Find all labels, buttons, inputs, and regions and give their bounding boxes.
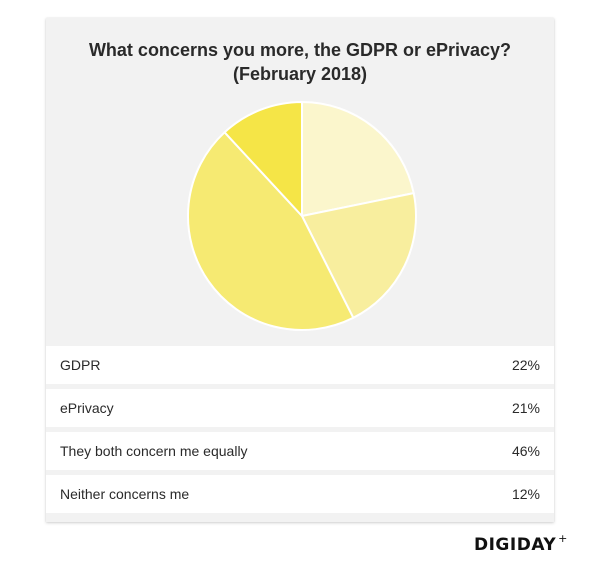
legend-label: Neither concerns me: [60, 486, 190, 502]
pie-slice-3: [223, 100, 303, 219]
legend-row-both: They both concern me equally 46%: [46, 432, 554, 470]
legend-label: ePrivacy: [60, 400, 114, 416]
chart-subtitle: (February 2018): [232, 64, 368, 84]
logo-plus-icon: +: [558, 532, 568, 545]
chart-card: What concerns you more, the GDPR or ePri…: [46, 18, 554, 522]
legend-value: 22%: [511, 357, 540, 373]
logo-text: DIGIDAY: [474, 535, 557, 555]
legend-row-gdpr: GDPR 22%: [46, 346, 554, 384]
pie-slice-0: [301, 100, 415, 218]
legend-row-neither: Neither concerns me 12%: [46, 475, 554, 513]
legend-row-eprivacy: ePrivacy 21%: [46, 389, 554, 427]
legend-table: GDPR 22% ePrivacy 21% They both concern …: [46, 346, 554, 518]
pie-chart: [187, 100, 417, 332]
legend-value: 21%: [511, 400, 540, 416]
legend-value: 46%: [511, 443, 540, 459]
pie-slice-1: [300, 191, 417, 320]
chart-title-main: What concerns you more, the GDPR or ePri…: [88, 40, 512, 60]
legend-value: 12%: [511, 486, 540, 502]
legend-label: GDPR: [60, 357, 101, 373]
legend-label: They both concern me equally: [60, 443, 248, 459]
chart-title: What concerns you more, the GDPR or ePri…: [46, 38, 554, 86]
pie-slice-2: [187, 130, 355, 332]
digiday-logo: DIGIDAY +: [474, 532, 568, 555]
